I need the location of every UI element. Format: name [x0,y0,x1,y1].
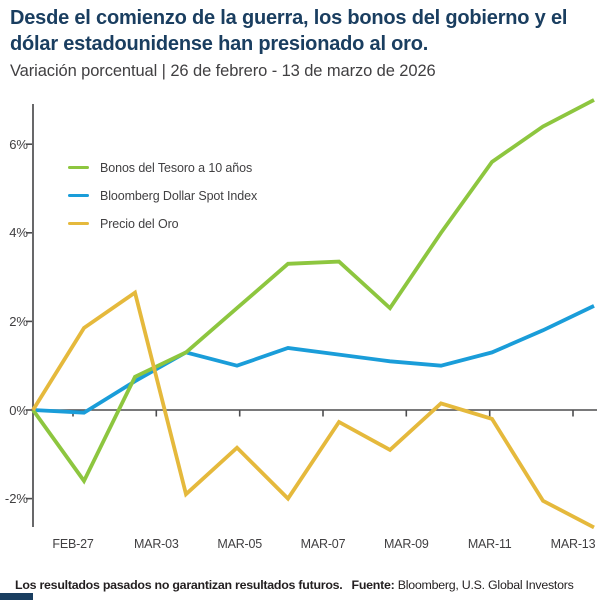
chart-footer: Los resultados pasados no garantizan res… [15,578,595,592]
legend-item-treasury: Bonos del Tesoro a 10 años [68,160,257,175]
chart-legend: Bonos del Tesoro a 10 años Bloomberg Dol… [68,160,257,231]
source-text: Bloomberg, U.S. Global Investors [397,578,574,592]
chart-subtitle: Variación porcentual | 26 de febrero - 1… [10,62,436,80]
x-tick-label: MAR-11 [467,537,512,551]
y-tick-label: 0% [9,402,28,418]
legend-item-dollar-index: Bloomberg Dollar Spot Index [68,188,257,203]
x-tick-label: MAR-13 [550,537,596,551]
footer-band [0,593,33,600]
y-tick-label: -2% [4,491,28,507]
disclaimer-text: Los resultados pasados no garantizan res… [15,578,343,592]
treasury-line-swatch [68,165,89,170]
gold-line-swatch [68,221,89,226]
chart-title: Desde el comienzo de la guerra, los bono… [10,7,568,55]
series-line-2 [31,289,595,530]
y-tick-label: 2% [9,313,28,329]
source-label: Fuente: [351,578,395,592]
series-line-1 [32,304,595,415]
legend-label: Bonos del Tesoro a 10 años [100,160,253,175]
dollar-index-line-swatch [68,193,89,198]
x-tick-label: FEB-27 [52,537,94,551]
x-tick-label: MAR-05 [217,537,263,551]
legend-label: Precio del Oro [100,216,179,231]
y-tick-label: 6% [9,136,28,152]
x-tick-label: MAR-09 [383,537,429,551]
series-line-0 [31,98,595,485]
y-tick-label: 4% [9,225,28,241]
x-tick-label: MAR-03 [133,537,179,551]
legend-item-gold: Precio del Oro [68,216,257,231]
x-tick-label: MAR-07 [300,537,346,551]
legend-label: Bloomberg Dollar Spot Index [100,188,258,203]
